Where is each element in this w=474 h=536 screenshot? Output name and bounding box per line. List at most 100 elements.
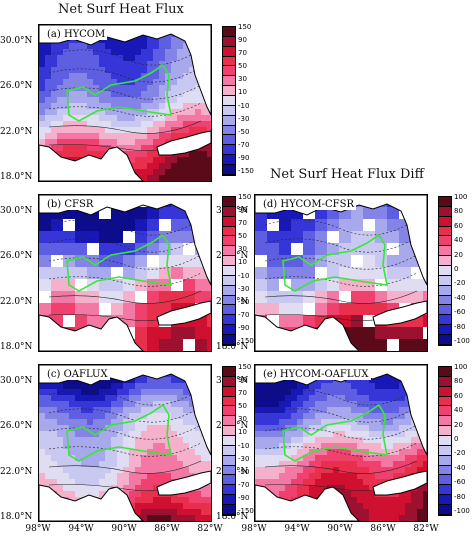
- field-cell: [303, 291, 315, 303]
- field-cell: [201, 449, 207, 455]
- field-cell: [291, 395, 297, 401]
- field-cell: [135, 509, 141, 515]
- field-cell: [153, 443, 159, 449]
- field-cell: [177, 443, 183, 449]
- field-cell: [147, 127, 153, 133]
- field-cell: [333, 461, 339, 467]
- contour-line: [264, 424, 418, 440]
- field-cell: [423, 339, 427, 351]
- field-cell: [153, 49, 159, 55]
- field-cell: [129, 139, 135, 145]
- contour-line: [48, 442, 202, 457]
- field-cell: [399, 509, 405, 515]
- field-cell: [381, 395, 387, 401]
- field-cell: [81, 449, 87, 455]
- field-cell: [321, 431, 327, 437]
- field-cell: [57, 145, 63, 151]
- field-cell: [261, 437, 267, 443]
- field-cell: [423, 497, 427, 503]
- field-cell: [351, 395, 357, 401]
- contour-line: [264, 236, 418, 253]
- field-cell: [183, 395, 189, 401]
- field-cell: [147, 175, 153, 181]
- field-cell: [135, 207, 147, 219]
- field-cell: [417, 515, 423, 521]
- field-cell: [189, 455, 195, 461]
- field-cell: [345, 401, 351, 407]
- field-cell: [261, 425, 267, 431]
- field-cell: [63, 467, 69, 473]
- field-cell: [363, 327, 375, 339]
- field-cell: [75, 109, 81, 115]
- field-cell: [69, 61, 75, 67]
- field-cell: [387, 291, 399, 303]
- field-cell: [303, 383, 309, 389]
- colorbar-segment: [223, 266, 235, 276]
- contour-line: [48, 424, 202, 440]
- colorbar-segment: [223, 485, 235, 496]
- field-cell: [273, 485, 279, 491]
- field-cell: [111, 383, 117, 389]
- field-cell: [189, 419, 195, 425]
- field-cell: [147, 431, 153, 437]
- field-cell: [51, 419, 57, 425]
- field-cell: [135, 157, 141, 163]
- x-axis-label: 86°W: [154, 524, 180, 534]
- field-cell: [381, 383, 387, 389]
- field-cell: [357, 401, 363, 407]
- contour-line: [48, 120, 202, 134]
- field-cell: [75, 43, 81, 49]
- field-cell: [45, 413, 51, 419]
- field-cell: [165, 401, 171, 407]
- field-cell: [99, 151, 105, 157]
- colorbar-segment: [439, 285, 451, 296]
- field-cell: [189, 467, 195, 473]
- field-cell: [375, 377, 381, 383]
- field-cell: [411, 279, 423, 291]
- field-cell: [63, 419, 69, 425]
- field-cell: [51, 431, 57, 437]
- field-cell: [111, 473, 117, 479]
- field-cell: [171, 67, 177, 73]
- field-cell: [63, 443, 69, 449]
- field-cell: [369, 467, 375, 473]
- cuba-land: [372, 470, 427, 496]
- field-cell: [147, 509, 153, 515]
- field-cell: [39, 389, 45, 395]
- field-cell: [81, 395, 87, 401]
- field-cell: [195, 443, 201, 449]
- colorbar-segment: [439, 475, 451, 486]
- field-cell: [39, 303, 51, 315]
- field-cell: [285, 419, 291, 425]
- field-cell: [267, 431, 273, 437]
- field-cell: [165, 175, 171, 181]
- field-cell: [81, 67, 87, 73]
- field-cell: [177, 407, 183, 413]
- field-cell: [357, 491, 363, 497]
- field-cell: [39, 139, 45, 145]
- field-cell: [69, 461, 75, 467]
- field-cell: [189, 157, 195, 163]
- field-cell: [123, 127, 129, 133]
- field-cell: [45, 455, 51, 461]
- field-cell: [171, 61, 177, 67]
- field-cell: [69, 151, 75, 157]
- field-cell: [141, 431, 147, 437]
- colorbar-segment: [439, 305, 451, 316]
- field-cell: [93, 389, 99, 395]
- field-cell: [327, 401, 333, 407]
- field-cell: [183, 279, 195, 291]
- field-cell: [279, 383, 285, 389]
- field-cell: [375, 503, 381, 509]
- field-cell: [405, 509, 411, 515]
- field-cell: [171, 449, 177, 455]
- field-cell: [405, 491, 411, 497]
- field-cell: [363, 395, 369, 401]
- field-cell: [189, 61, 195, 67]
- field-cell: [81, 91, 87, 97]
- field-cell: [63, 401, 69, 407]
- field-cell: [57, 43, 63, 49]
- field-cell: [189, 515, 195, 521]
- field-cell: [321, 455, 327, 461]
- field-cell: [195, 291, 207, 303]
